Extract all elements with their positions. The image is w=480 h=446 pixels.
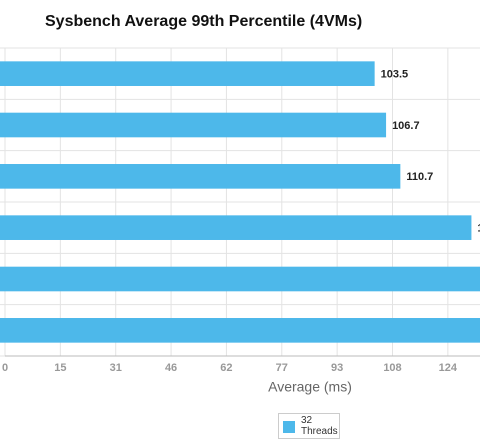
data-label: 103.5 bbox=[381, 69, 409, 81]
legend-label: 32 Threads bbox=[301, 415, 338, 437]
bar bbox=[0, 112, 387, 138]
bar bbox=[0, 215, 472, 240]
bar bbox=[0, 164, 401, 189]
x-tick-label: 0 bbox=[2, 362, 8, 374]
legend: 32 Threads bbox=[278, 413, 340, 439]
data-label: 130.6 bbox=[477, 223, 480, 235]
data-label: 110.7 bbox=[406, 171, 433, 183]
bar bbox=[0, 318, 480, 343]
legend-swatch bbox=[283, 421, 295, 433]
x-tick-label: 124 bbox=[439, 362, 458, 374]
data-label: 106.7 bbox=[392, 120, 420, 132]
x-tick-label: 15 bbox=[54, 362, 66, 374]
x-tick-label: 77 bbox=[276, 362, 288, 374]
bar bbox=[0, 266, 480, 292]
x-tick-label: 62 bbox=[220, 362, 232, 374]
x-tick-label: 93 bbox=[331, 362, 343, 374]
x-axis-title: Average (ms) bbox=[268, 379, 352, 395]
bar bbox=[0, 61, 375, 86]
x-tick-label: 46 bbox=[165, 362, 177, 374]
x-tick-label: 108 bbox=[383, 362, 401, 374]
x-tick-label: 31 bbox=[110, 362, 122, 374]
chart-title: Sysbench Average 99th Percentile (4VMs) bbox=[45, 13, 362, 30]
